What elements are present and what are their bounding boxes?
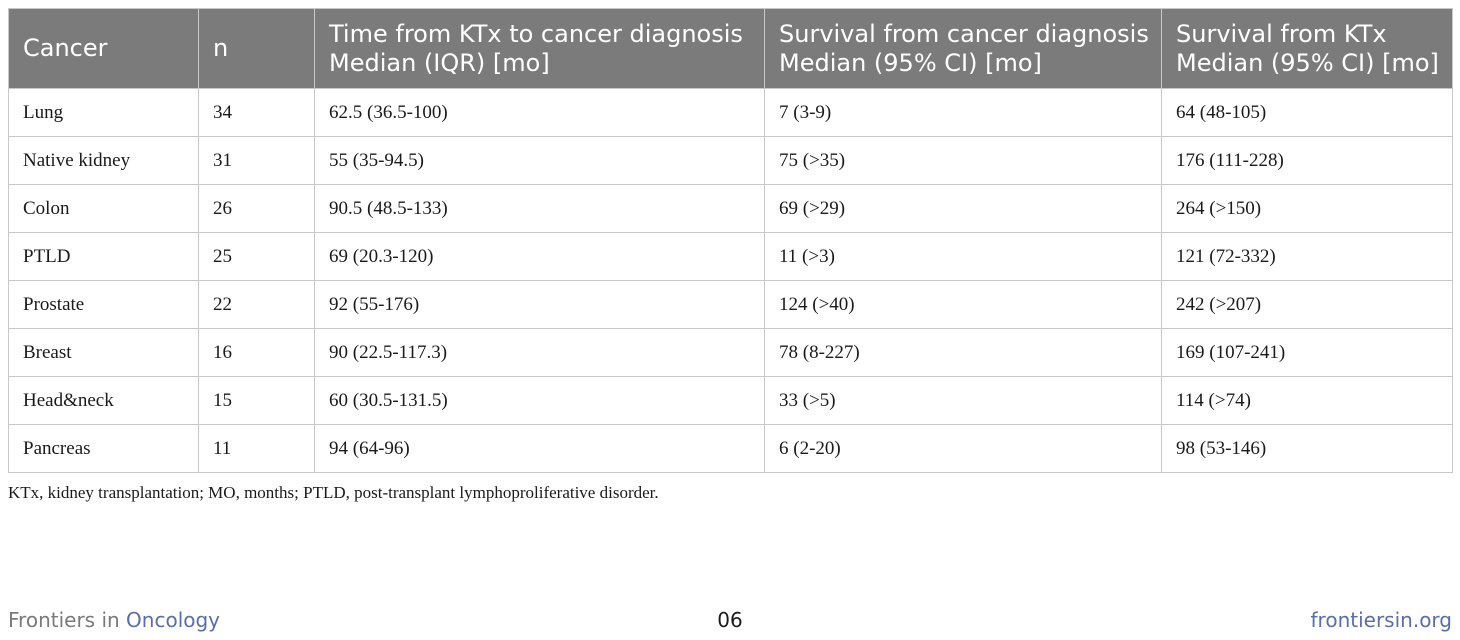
header-time-to-diagnosis-line1: Time from KTx to cancer diagnosis	[329, 19, 743, 48]
journal-title: Frontiers in Oncology	[8, 608, 220, 632]
cell-cancer: Pancreas	[8, 424, 199, 473]
page-footer: Frontiers in Oncology 06 frontiersin.org	[8, 608, 1452, 636]
website-link[interactable]: frontiersin.org	[1310, 608, 1452, 632]
cell-cancer: Native kidney	[8, 136, 199, 185]
cell-survival-from-diagnosis: 6 (2-20)	[764, 424, 1162, 473]
results-table-container: Cancer n Time from KTx to cancer diagnos…	[8, 8, 1453, 473]
cell-survival-from-ktx: 264 (>150)	[1161, 184, 1453, 233]
header-survival-from-diagnosis-line1: Survival from cancer diagnosis	[779, 19, 1149, 48]
table-header: Cancer n Time from KTx to cancer diagnos…	[8, 8, 1453, 89]
header-survival-from-diagnosis: Survival from cancer diagnosis Median (9…	[764, 8, 1162, 89]
header-survival-from-ktx-line2: Median (95% CI) [mo]	[1176, 48, 1439, 77]
header-cancer-line1: Cancer	[23, 34, 108, 62]
cell-survival-from-ktx: 169 (107-241)	[1161, 328, 1453, 377]
cell-n: 11	[198, 424, 315, 473]
cell-cancer: Head&neck	[8, 376, 199, 425]
cancer-survival-table: Cancer n Time from KTx to cancer diagnos…	[8, 8, 1453, 473]
header-survival-from-ktx-line1: Survival from KTx	[1176, 19, 1387, 48]
cell-n: 31	[198, 136, 315, 185]
header-survival-from-diagnosis-line2: Median (95% CI) [mo]	[779, 48, 1042, 77]
cell-time-to-diagnosis: 62.5 (36.5-100)	[314, 88, 765, 137]
journal-name: Oncology	[126, 608, 221, 632]
cell-n: 22	[198, 280, 315, 329]
cell-survival-from-diagnosis: 124 (>40)	[764, 280, 1162, 329]
cell-cancer: Breast	[8, 328, 199, 377]
cell-survival-from-diagnosis: 33 (>5)	[764, 376, 1162, 425]
table-row: Native kidney 31 55 (35-94.5) 75 (>35) 1…	[8, 136, 1453, 185]
cell-cancer: Colon	[8, 184, 199, 233]
cell-n: 15	[198, 376, 315, 425]
cell-cancer: PTLD	[8, 232, 199, 281]
cell-survival-from-ktx: 176 (111-228)	[1161, 136, 1453, 185]
cell-time-to-diagnosis: 69 (20.3-120)	[314, 232, 765, 281]
journal-prefix: Frontiers in	[8, 608, 127, 632]
cell-cancer: Prostate	[8, 280, 199, 329]
cell-survival-from-diagnosis: 7 (3-9)	[764, 88, 1162, 137]
cell-survival-from-diagnosis: 69 (>29)	[764, 184, 1162, 233]
cell-time-to-diagnosis: 60 (30.5-131.5)	[314, 376, 765, 425]
header-n-line1: n	[213, 34, 229, 62]
cell-n: 16	[198, 328, 315, 377]
cell-n: 26	[198, 184, 315, 233]
cell-cancer: Lung	[8, 88, 199, 137]
table-body: Lung 34 62.5 (36.5-100) 7 (3-9) 64 (48-1…	[8, 88, 1453, 473]
cell-n: 34	[198, 88, 315, 137]
cell-time-to-diagnosis: 90.5 (48.5-133)	[314, 184, 765, 233]
cell-survival-from-diagnosis: 75 (>35)	[764, 136, 1162, 185]
cell-time-to-diagnosis: 92 (55-176)	[314, 280, 765, 329]
cell-time-to-diagnosis: 94 (64-96)	[314, 424, 765, 473]
header-survival-from-ktx: Survival from KTx Median (95% CI) [mo]	[1161, 8, 1453, 89]
table-row: Lung 34 62.5 (36.5-100) 7 (3-9) 64 (48-1…	[8, 88, 1453, 137]
header-time-to-diagnosis-line2: Median (IQR) [mo]	[329, 48, 550, 77]
header-time-to-diagnosis: Time from KTx to cancer diagnosis Median…	[314, 8, 765, 89]
cell-time-to-diagnosis: 90 (22.5-117.3)	[314, 328, 765, 377]
table-row: Head&neck 15 60 (30.5-131.5) 33 (>5) 114…	[8, 376, 1453, 425]
table-footnote: KTx, kidney transplantation; MO, months;…	[8, 483, 659, 502]
cell-survival-from-ktx: 64 (48-105)	[1161, 88, 1453, 137]
header-cancer: Cancer	[8, 8, 199, 89]
cell-survival-from-diagnosis: 11 (>3)	[764, 232, 1162, 281]
table-row: PTLD 25 69 (20.3-120) 11 (>3) 121 (72-33…	[8, 232, 1453, 281]
table-row: Pancreas 11 94 (64-96) 6 (2-20) 98 (53-1…	[8, 424, 1453, 473]
table-row: Prostate 22 92 (55-176) 124 (>40) 242 (>…	[8, 280, 1453, 329]
page-number: 06	[717, 608, 743, 632]
cell-time-to-diagnosis: 55 (35-94.5)	[314, 136, 765, 185]
cell-survival-from-ktx: 98 (53-146)	[1161, 424, 1453, 473]
header-n: n	[198, 8, 315, 89]
header-row: Cancer n Time from KTx to cancer diagnos…	[8, 8, 1453, 89]
cell-survival-from-diagnosis: 78 (8-227)	[764, 328, 1162, 377]
cell-survival-from-ktx: 121 (72-332)	[1161, 232, 1453, 281]
cell-survival-from-ktx: 114 (>74)	[1161, 376, 1453, 425]
table-row: Colon 26 90.5 (48.5-133) 69 (>29) 264 (>…	[8, 184, 1453, 233]
table-row: Breast 16 90 (22.5-117.3) 78 (8-227) 169…	[8, 328, 1453, 377]
cell-n: 25	[198, 232, 315, 281]
cell-survival-from-ktx: 242 (>207)	[1161, 280, 1453, 329]
